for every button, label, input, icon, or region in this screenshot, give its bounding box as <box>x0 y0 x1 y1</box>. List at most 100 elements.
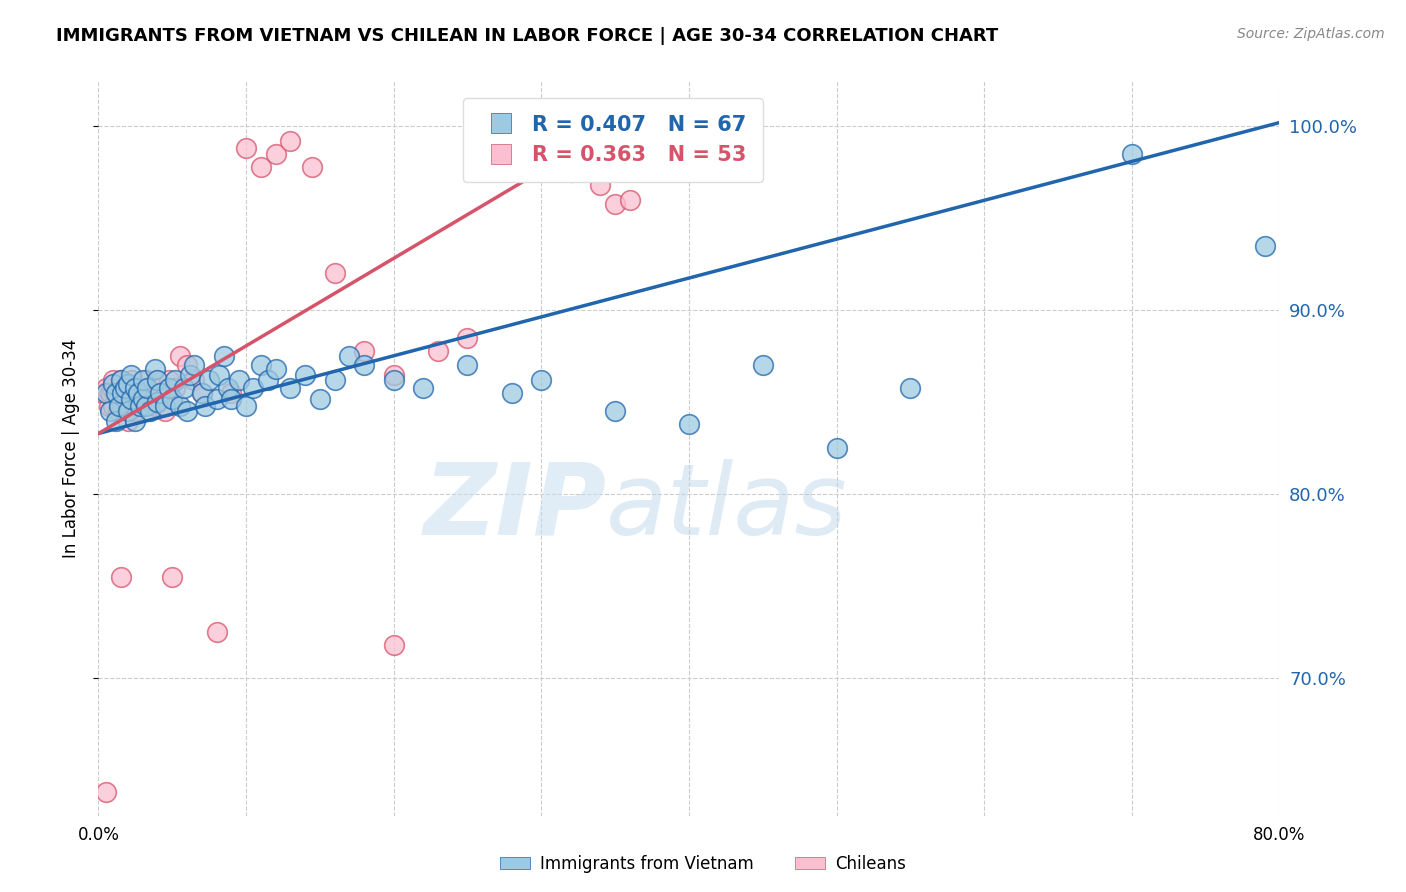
Point <box>382 373 405 387</box>
Point <box>205 392 228 406</box>
Point <box>752 359 775 373</box>
Point <box>157 380 180 394</box>
Point <box>110 373 132 387</box>
Point <box>110 570 132 584</box>
Point <box>382 638 405 652</box>
Text: ZIP: ZIP <box>423 458 606 556</box>
Point <box>97 399 120 413</box>
Y-axis label: In Labor Force | Age 30-34: In Labor Force | Age 30-34 <box>62 339 80 558</box>
Point <box>427 343 450 358</box>
Point <box>94 785 117 799</box>
Point <box>205 625 228 640</box>
Point <box>110 373 132 387</box>
Point <box>111 386 134 401</box>
Point <box>139 404 162 418</box>
Point <box>132 399 155 413</box>
Point <box>162 392 183 406</box>
Point <box>235 141 257 155</box>
Point <box>382 368 405 382</box>
Point <box>1121 146 1143 161</box>
Point <box>128 386 150 401</box>
Point <box>153 404 176 418</box>
Point <box>108 399 131 413</box>
Point <box>91 386 114 401</box>
Point <box>501 386 523 401</box>
Point <box>120 392 142 406</box>
Point <box>457 359 479 373</box>
Point <box>94 386 117 401</box>
Point <box>165 373 187 387</box>
Point <box>98 404 121 418</box>
Point <box>117 380 139 394</box>
Point <box>139 386 162 401</box>
Point <box>264 146 287 161</box>
Point <box>149 386 172 401</box>
Point <box>121 373 143 387</box>
Point <box>530 156 553 170</box>
Point <box>128 399 150 413</box>
Point <box>589 178 612 193</box>
Text: Source: ZipAtlas.com: Source: ZipAtlas.com <box>1237 27 1385 41</box>
Point <box>457 331 479 345</box>
Point <box>114 380 136 394</box>
Point <box>678 417 700 432</box>
Point <box>1254 239 1277 253</box>
Point <box>183 373 205 387</box>
Point <box>136 380 159 394</box>
Point <box>173 380 195 394</box>
Text: IMMIGRANTS FROM VIETNAM VS CHILEAN IN LABOR FORCE | AGE 30-34 CORRELATION CHART: IMMIGRANTS FROM VIETNAM VS CHILEAN IN LA… <box>56 27 998 45</box>
Point <box>235 399 257 413</box>
Point <box>353 359 375 373</box>
Point <box>124 380 146 394</box>
Point <box>105 386 128 401</box>
Point <box>146 395 169 409</box>
Point <box>605 196 627 211</box>
Point <box>228 373 250 387</box>
Point <box>221 392 243 406</box>
Point <box>157 373 180 387</box>
Point <box>250 359 273 373</box>
Point <box>111 399 134 413</box>
Point <box>176 404 198 418</box>
Point <box>900 380 922 394</box>
Point <box>605 404 627 418</box>
Point <box>98 386 121 401</box>
Point <box>353 343 375 358</box>
Point <box>339 349 361 363</box>
Point <box>105 386 128 401</box>
Point <box>257 373 280 387</box>
Point <box>132 392 155 406</box>
Point <box>127 386 149 401</box>
Point <box>94 380 117 394</box>
Point <box>135 380 157 394</box>
Point <box>117 376 139 391</box>
Point <box>153 399 176 413</box>
Point <box>242 380 264 394</box>
Point <box>323 373 346 387</box>
Point <box>165 380 187 394</box>
Point <box>250 160 273 174</box>
Point <box>221 386 243 401</box>
Point <box>294 368 316 382</box>
Legend: Immigrants from Vietnam, Chileans: Immigrants from Vietnam, Chileans <box>494 848 912 880</box>
Point <box>191 386 214 401</box>
Point <box>143 399 166 413</box>
Point <box>280 380 302 394</box>
Point <box>100 380 122 394</box>
Point <box>146 373 169 387</box>
Point <box>323 267 346 281</box>
Point <box>198 373 221 387</box>
Point <box>501 134 523 148</box>
Point <box>120 368 142 382</box>
Point <box>530 373 553 387</box>
Point <box>105 414 128 428</box>
Point <box>179 368 201 382</box>
Point <box>169 399 191 413</box>
Point <box>146 373 169 387</box>
Point <box>264 362 287 376</box>
Point <box>117 404 139 418</box>
Point <box>183 359 205 373</box>
Point <box>103 399 125 413</box>
Point <box>124 414 146 428</box>
Point <box>169 349 191 363</box>
